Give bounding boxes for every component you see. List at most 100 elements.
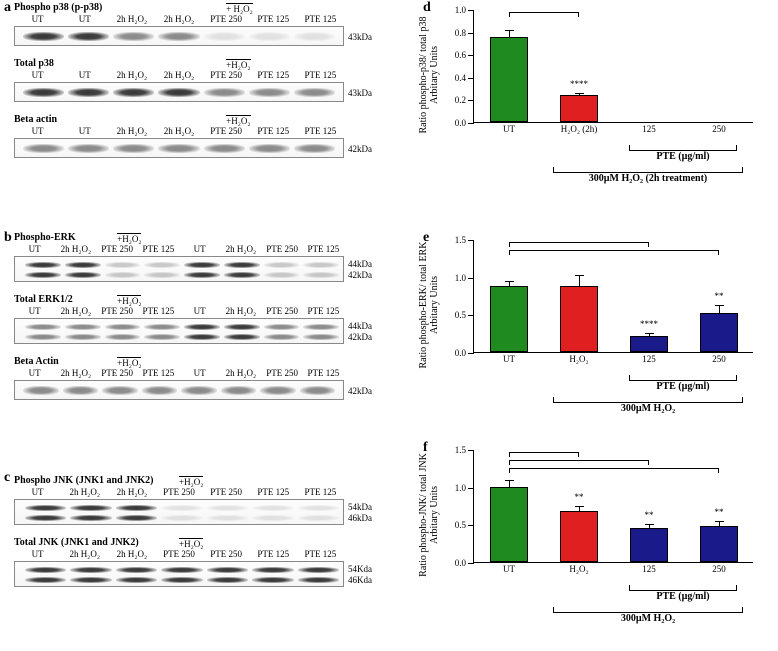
blot-band <box>204 144 245 153</box>
lane-label: UT <box>14 368 55 378</box>
y-tick-label: 1.0 <box>455 5 466 15</box>
kda-label: 54Kda <box>348 564 372 574</box>
blot-band <box>252 505 293 511</box>
y-tick <box>468 240 474 241</box>
kda-label: 43kDa <box>348 88 372 98</box>
h2o2-overline: +H₂O₂ <box>226 59 250 70</box>
y-tick-label: 0.0 <box>455 348 466 358</box>
h2o2-overline: +H₂O₂ <box>117 295 141 306</box>
kda-label: 42kDa <box>348 386 372 396</box>
blot-band <box>252 567 293 573</box>
lane-label: 2h H₂O₂ <box>108 70 155 80</box>
lane-label: 2h H₂O₂ <box>108 14 155 24</box>
y-tick-label: 1.0 <box>455 483 466 493</box>
blot-band <box>25 262 61 268</box>
bar <box>560 95 599 122</box>
blot-band <box>25 567 66 573</box>
bar <box>490 487 529 562</box>
lane-label: PTE 250 <box>97 368 138 378</box>
blot-band <box>70 567 111 573</box>
blot-band <box>161 505 202 511</box>
lane-label: 2h H₂O₂ <box>155 70 202 80</box>
blot-band <box>249 144 290 153</box>
kda-label: 42kDa <box>348 144 372 154</box>
x-label: 250 <box>712 124 726 134</box>
lane-label: 2h H₂O₂ <box>220 368 261 378</box>
error-bar <box>509 480 510 488</box>
bar <box>700 526 739 562</box>
chart-d: Ratio phospho-p38/ total p38Arbitary Uni… <box>423 5 763 189</box>
lane-label: PTE 125 <box>297 14 344 24</box>
blot-band <box>68 88 109 97</box>
blot-band <box>298 567 339 573</box>
y-tick-label: 1.0 <box>455 273 466 283</box>
lane-label: UT <box>14 14 61 24</box>
bar <box>490 37 529 122</box>
y-tick <box>468 353 474 354</box>
blot-band <box>303 262 339 268</box>
y-tick <box>468 123 474 124</box>
lane-label: 2h H₂O₂ <box>220 306 261 316</box>
plot-area: 0.00.51.01.5UTH₂O₂125****250** <box>473 240 753 353</box>
lane-label: PTE 125 <box>250 487 297 497</box>
blot-band <box>252 577 293 583</box>
x-label: H₂O₂ <box>569 354 588 364</box>
blot-band <box>264 324 300 330</box>
blot-band <box>303 334 339 340</box>
lane-label: UT <box>14 549 61 559</box>
blot-band <box>264 272 300 278</box>
blot-title: Beta Actin <box>14 356 59 367</box>
lane-label: UT <box>61 14 108 24</box>
bar <box>560 286 599 352</box>
blot-band <box>249 32 290 41</box>
y-axis-label: Ratio phospho-JNK/ total JNKArbitary Uni… <box>418 445 440 585</box>
panel-c-blots: Phospho JNK (JNK1 and JNK2)UT2h H₂O₂2h H… <box>14 475 394 599</box>
lane-label: PTE 125 <box>138 368 179 378</box>
significance-line <box>509 468 719 473</box>
error-bar <box>509 30 510 38</box>
blot-band <box>25 324 61 330</box>
lane-label: PTE 125 <box>297 70 344 80</box>
treatment-bracket-label: 300µM H₂O₂ <box>553 613 744 624</box>
blot-band <box>158 88 199 97</box>
lane-label: PTE 250 <box>155 487 202 497</box>
panel-a-blots: Phospho p38 (p-p38)UTUT2h H₂O₂2h H₂O₂PTE… <box>14 2 394 170</box>
h2o2-overline: +H₂O₂ <box>179 476 203 487</box>
h2o2-overline: +H₂O₂ <box>179 538 203 549</box>
blot-band <box>116 505 157 511</box>
lane-label: 2h H₂O₂ <box>155 14 202 24</box>
kda-label: 42kDa <box>348 270 372 280</box>
x-label: 125 <box>642 124 656 134</box>
significance-marker: ** <box>715 291 724 301</box>
x-label: UT <box>503 354 515 364</box>
significance-line <box>509 460 649 465</box>
blot-band <box>142 386 178 395</box>
blot-band <box>70 505 111 511</box>
blot-band <box>300 386 336 395</box>
blot-band <box>25 334 61 340</box>
h2o2-overline: +H₂O₂ <box>117 357 141 368</box>
y-axis-label: Ratio phospho-p38/ total p38Arbitary Uni… <box>418 5 440 145</box>
blot-title: Total JNK (JNK1 and JNK2) <box>14 537 139 548</box>
significance-marker: **** <box>570 79 588 89</box>
y-tick-label: 0.0 <box>455 118 466 128</box>
blot-band <box>116 577 157 583</box>
blot-band <box>181 386 217 395</box>
x-label: H₂O₂ (2h) <box>561 124 598 134</box>
lane-label: UT <box>61 70 108 80</box>
lane-label: UT <box>179 306 220 316</box>
blot-band <box>224 262 260 268</box>
blot-title: Total p38 <box>14 58 54 69</box>
kda-label: 42kDa <box>348 332 372 342</box>
y-tick-label: 0.6 <box>455 50 466 60</box>
blot-band <box>144 262 180 268</box>
lane-label: PTE 250 <box>262 368 303 378</box>
blot-strip <box>14 256 344 282</box>
lane-label: 2h H₂O₂ <box>108 487 155 497</box>
blot-band <box>264 262 300 268</box>
lane-label: PTE 250 <box>97 306 138 316</box>
blot-band <box>70 515 111 521</box>
significance-marker: **** <box>640 319 658 329</box>
blot-strip <box>14 499 344 525</box>
blot-band <box>65 324 101 330</box>
